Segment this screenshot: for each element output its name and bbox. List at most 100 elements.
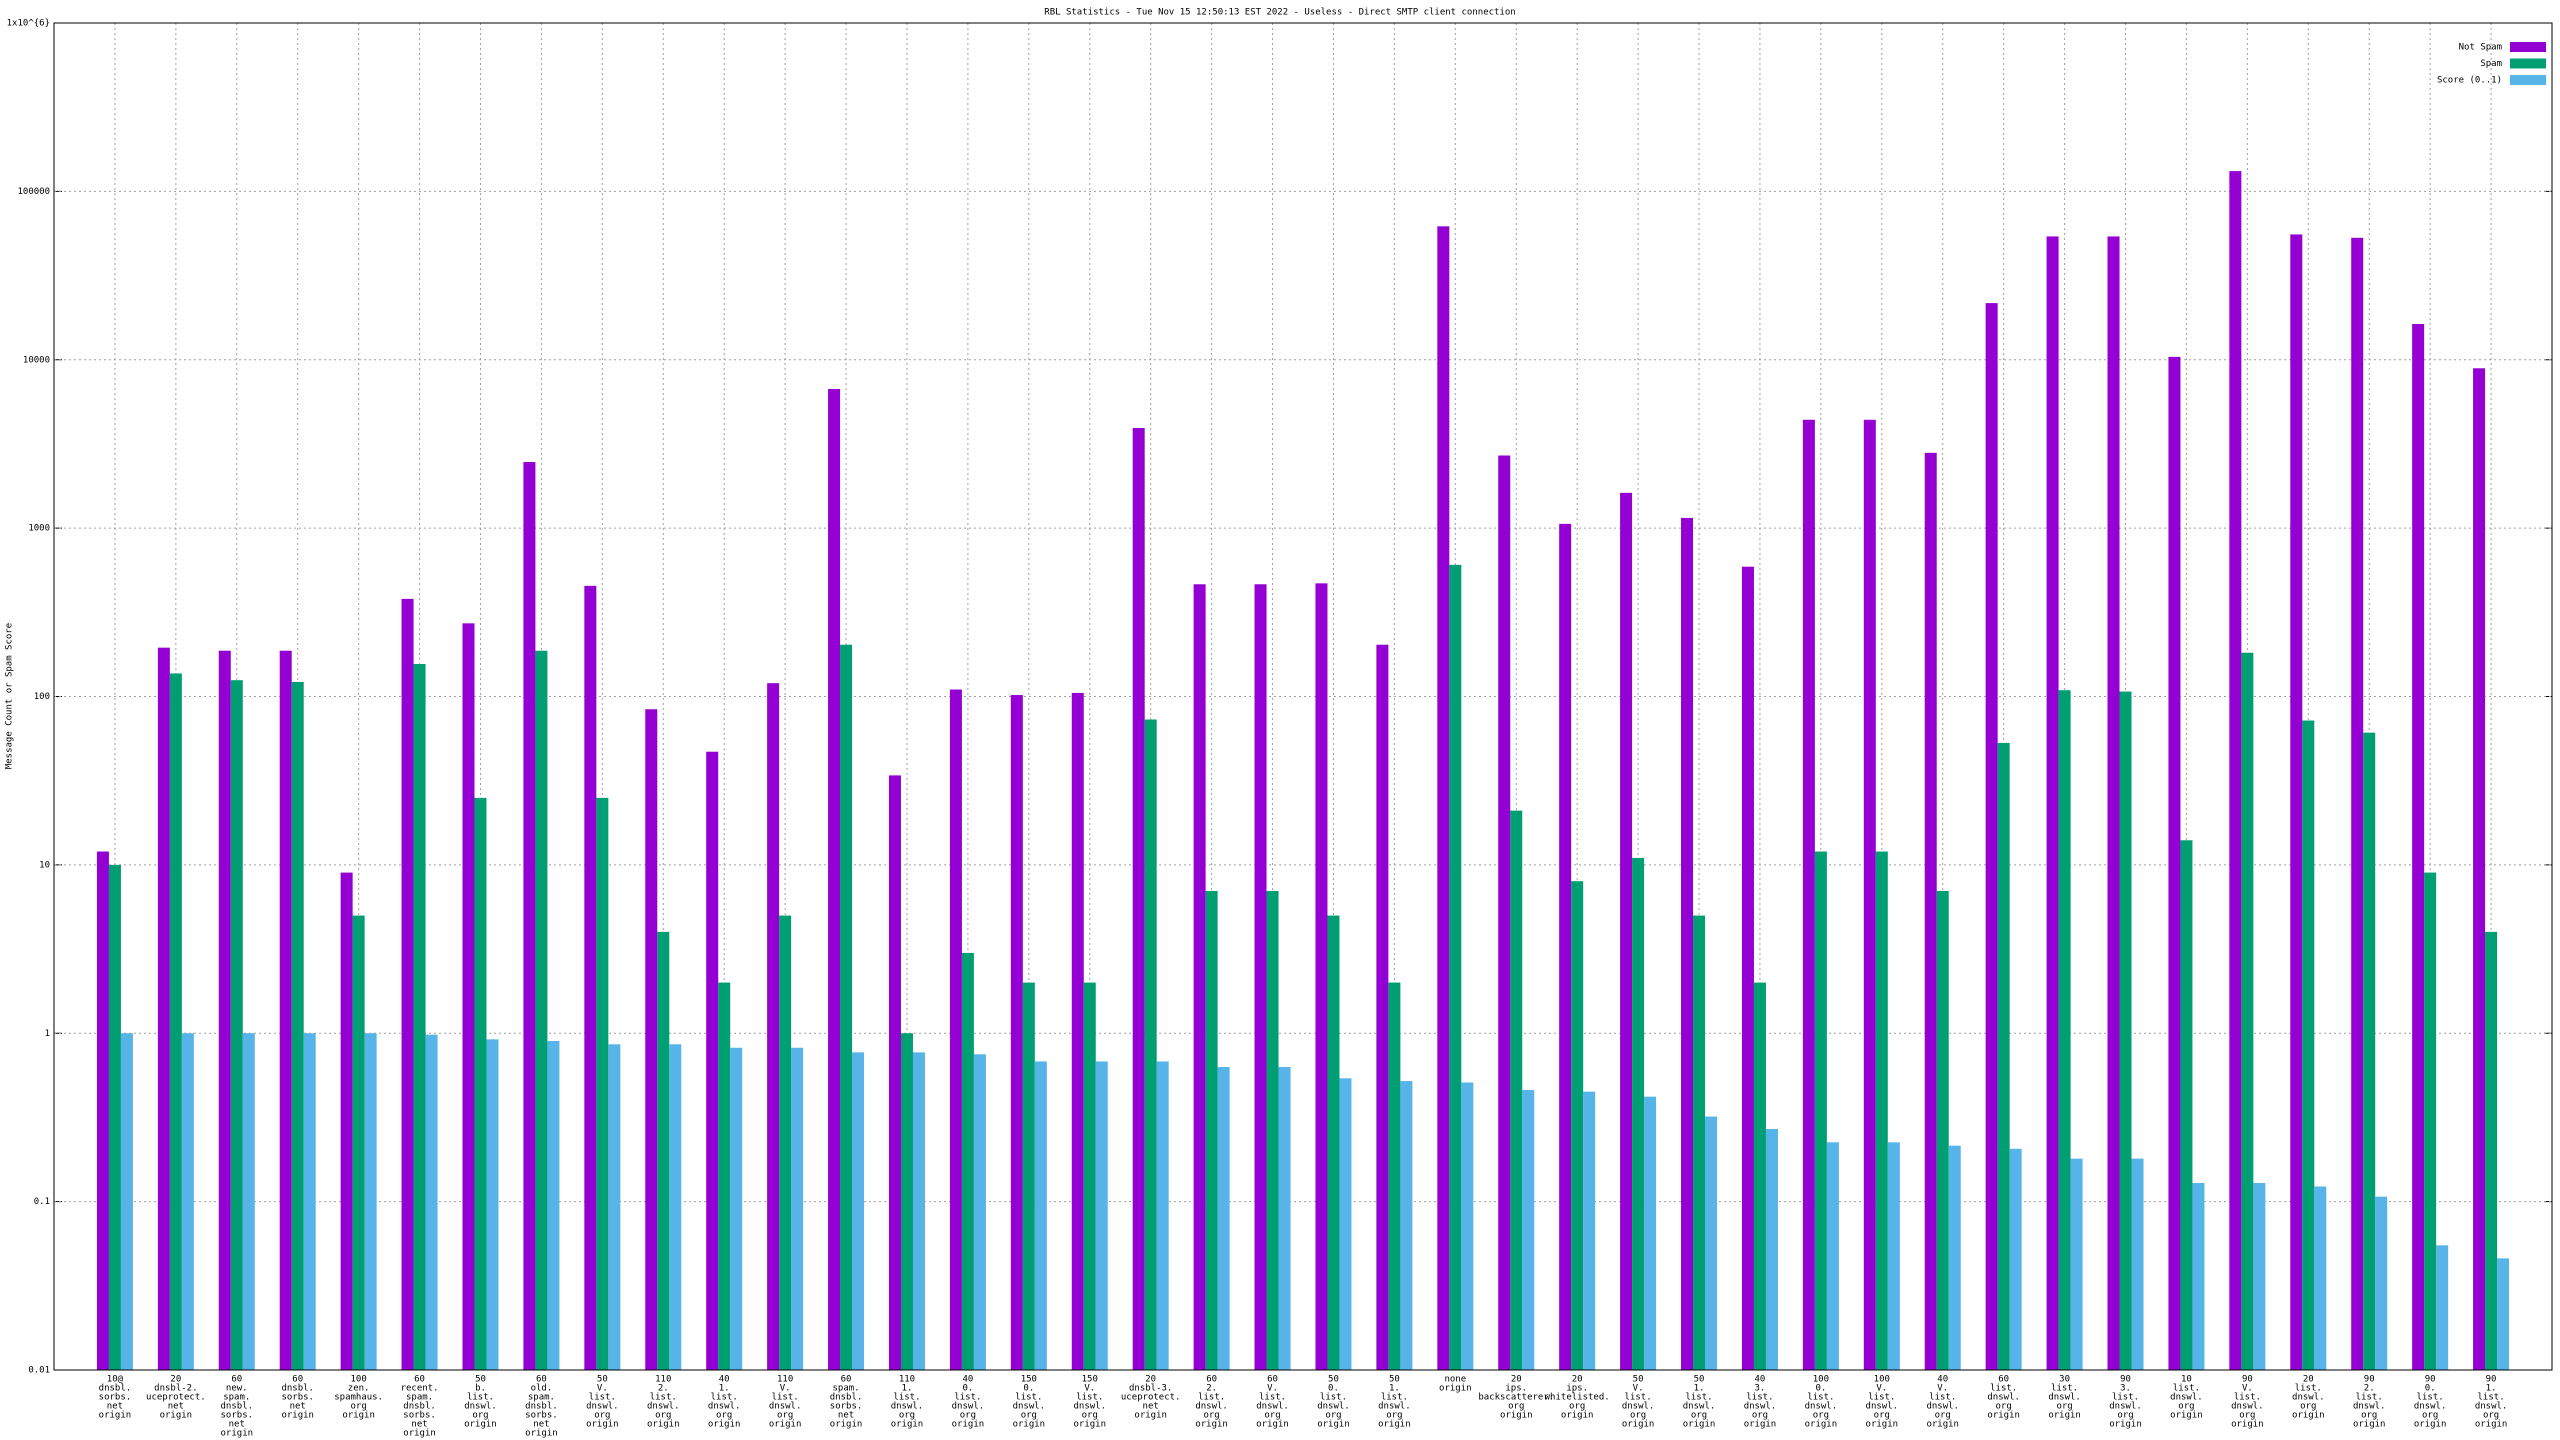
bar <box>1571 881 1584 1370</box>
x-tick-label: list. <box>1929 1393 1956 1403</box>
x-tick-label: net <box>1143 1402 1159 1412</box>
bar <box>2497 1258 2510 1370</box>
bar <box>1814 851 1827 1370</box>
x-tick-label: 60 <box>1206 1375 1217 1385</box>
x-tick-label: list. <box>1746 1393 1773 1403</box>
x-tick-label: org <box>1996 1402 2012 1412</box>
x-tick-label: net <box>533 1420 549 1430</box>
x-tick-label: dnswl. <box>2353 1402 2386 1412</box>
x-tick-label: origin <box>769 1420 802 1430</box>
x-tick-label: dnswl. <box>2109 1402 2142 1412</box>
bar <box>1632 857 1645 1370</box>
x-tick-label: origin <box>2170 1411 2203 1421</box>
bar <box>645 709 658 1370</box>
bar <box>462 623 475 1370</box>
bar <box>1388 982 1401 1370</box>
bar <box>120 1033 133 1370</box>
x-tick-label: 60 <box>536 1375 547 1385</box>
x-tick-label: origin <box>2231 1420 2264 1430</box>
bar <box>2485 931 2498 1370</box>
bar <box>900 1033 913 1370</box>
x-tick-label: org <box>594 1411 610 1421</box>
x-tick-label: 110 <box>655 1375 671 1385</box>
x-tick-label: dnswl. <box>1378 1402 1411 1412</box>
x-tick-label: org <box>1325 1411 1341 1421</box>
x-tick-label: 20 <box>2303 1375 2314 1385</box>
bar <box>1437 226 1450 1370</box>
x-tick-label: dnswl. <box>1195 1402 1228 1412</box>
x-tick-label: origin <box>1256 1420 1289 1430</box>
bar <box>2168 356 2181 1370</box>
x-tick-label: 3. <box>1755 1384 1766 1394</box>
bar <box>2180 840 2193 1370</box>
x-tick-label: org <box>1691 1411 1707 1421</box>
x-tick-label: origin <box>1561 1411 1594 1421</box>
x-tick-label: list. <box>1990 1384 2017 1394</box>
bar <box>730 1047 743 1370</box>
x-tick-label: dnsbl. <box>221 1402 254 1412</box>
bar <box>2192 1183 2205 1370</box>
x-tick-label: origin <box>2414 1420 2447 1430</box>
bar <box>1327 915 1340 1370</box>
bar <box>2375 1196 2388 1370</box>
x-tick-label: 2. <box>658 1384 669 1394</box>
x-tick-label: origin <box>830 1420 863 1430</box>
x-tick-label: list. <box>1320 1393 1347 1403</box>
x-tick-label: 3. <box>2120 1384 2131 1394</box>
bar <box>596 797 609 1370</box>
bar <box>1559 523 1572 1370</box>
bar <box>547 1040 560 1370</box>
bar <box>1583 1091 1596 1370</box>
bar <box>1705 1116 1718 1370</box>
x-tick-label: ips. <box>1505 1384 1527 1394</box>
y-tick-label: 0.1 <box>34 1197 50 1207</box>
x-tick-label: 50 <box>597 1375 608 1385</box>
x-tick-label: org <box>1813 1411 1829 1421</box>
x-tick-label: org <box>1021 1411 1037 1421</box>
x-tick-label: 40 <box>962 1375 973 1385</box>
x-tick-label: spamhaus. <box>334 1393 383 1403</box>
x-tick-label: origin <box>586 1420 619 1430</box>
x-tick-label: origin <box>1805 1420 1838 1430</box>
bar <box>912 1052 925 1370</box>
x-tick-label: 150 <box>1021 1375 1037 1385</box>
bar <box>2046 236 2059 1370</box>
bar <box>1156 1061 1169 1370</box>
x-tick-label: dnswl. <box>586 1402 619 1412</box>
x-tick-label: dnsbl. <box>99 1384 132 1394</box>
x-tick-label: origin <box>1013 1420 1046 1430</box>
bar <box>779 915 792 1370</box>
legend-label: Score (0..1) <box>2437 76 2502 86</box>
bar <box>96 851 109 1370</box>
x-tick-label: org <box>351 1402 367 1412</box>
x-tick-label: sorbs. <box>281 1393 314 1403</box>
bar <box>181 1033 194 1370</box>
x-tick-label: 0. <box>2425 1384 2436 1394</box>
x-tick-label: dnswl. <box>647 1402 680 1412</box>
x-tick-label: dnswl. <box>708 1402 741 1412</box>
bar <box>2436 1245 2449 1370</box>
x-tick-label: origin <box>1683 1420 1716 1430</box>
x-tick-label: dnswl. <box>769 1402 802 1412</box>
x-tick-label: origin <box>2353 1420 2386 1430</box>
x-tick-label: org <box>2422 1411 2438 1421</box>
x-tick-label: origin <box>99 1411 132 1421</box>
x-tick-label: net <box>168 1402 184 1412</box>
bar <box>242 1033 255 1370</box>
bar <box>1266 890 1279 1370</box>
x-tick-label: origin <box>891 1420 924 1430</box>
x-tick-label: dnswl. <box>2292 1393 2325 1403</box>
x-tick-label: spam. <box>223 1393 250 1403</box>
bar <box>961 952 974 1370</box>
x-tick-label: 0. <box>962 1384 973 1394</box>
x-tick-label: 100 <box>1874 1375 1890 1385</box>
bar <box>1924 452 1937 1370</box>
bar <box>1083 982 1096 1370</box>
x-tick-label: list. <box>2295 1384 2322 1394</box>
x-tick-label: list. <box>1198 1393 1225 1403</box>
y-axis-label: Message Count or Spam Score <box>5 623 15 769</box>
x-tick-label: dnswl. <box>1926 1402 1959 1412</box>
bar <box>828 389 841 1370</box>
bar <box>2119 691 2132 1370</box>
